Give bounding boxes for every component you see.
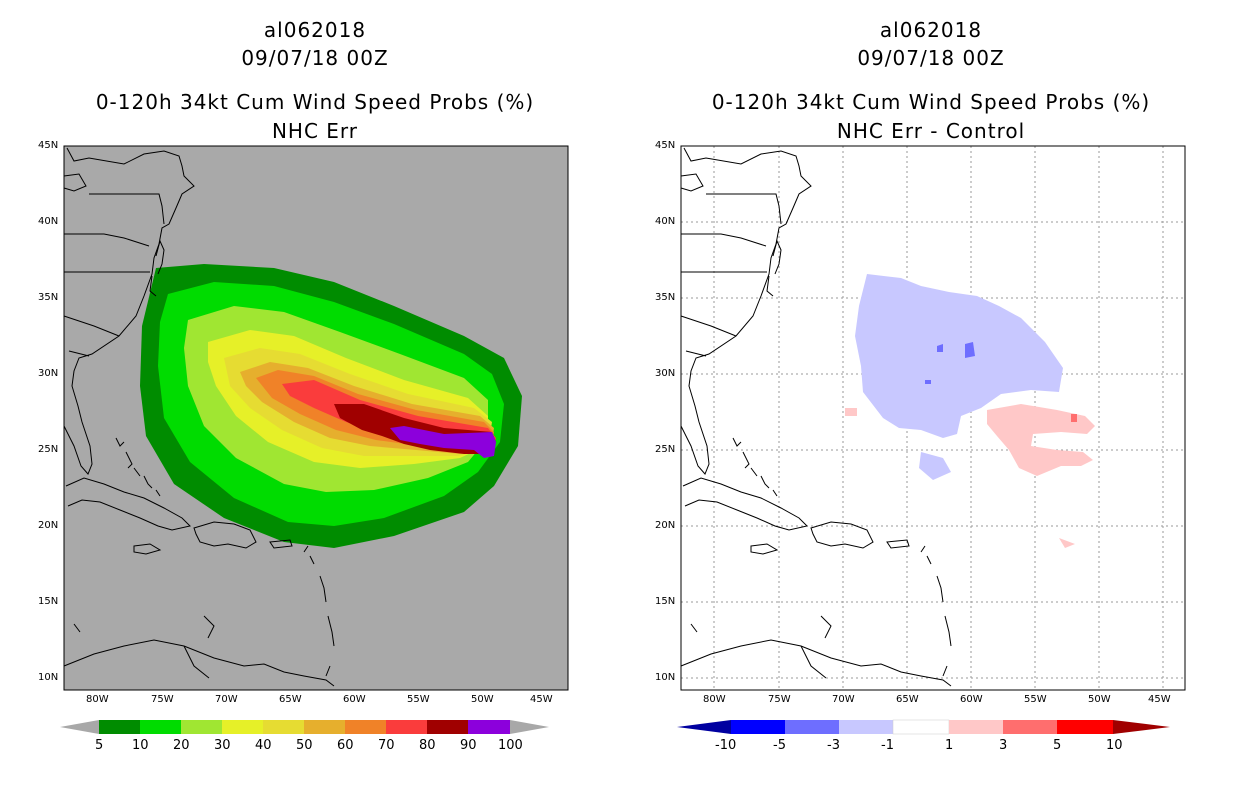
right-colorbar-label: 5 — [1053, 738, 1062, 753]
band-90 — [390, 426, 496, 458]
left-colorbar-label: 5 — [95, 738, 104, 753]
right-colorbar-label: 10 — [1106, 738, 1123, 753]
right-lon-label: 70W — [832, 694, 855, 705]
right-title-date: 09/07/18 00Z — [857, 46, 1005, 70]
left-lat-label: 35N — [38, 292, 59, 303]
right-map — [680, 145, 1186, 691]
right-colorbar-label: -10 — [715, 738, 737, 753]
right-colorbar-label: -1 — [881, 738, 894, 753]
right-lat-label: 20N — [655, 520, 676, 531]
right-lon-label: 45W — [1148, 694, 1171, 705]
right-lon-label: 60W — [960, 694, 983, 705]
left-colorbar-label: 100 — [498, 738, 523, 753]
right-lon-label: 80W — [703, 694, 726, 705]
positive-anomaly — [987, 404, 1095, 476]
left-lat-label: 10N — [38, 672, 59, 683]
left-colorbar-label: 50 — [296, 738, 313, 753]
right-lon-label: 50W — [1088, 694, 1111, 705]
left-title-date: 09/07/18 00Z — [241, 46, 389, 70]
left-lon-label: 50W — [471, 694, 494, 705]
right-lat-label: 15N — [655, 596, 676, 607]
right-lat-label: 45N — [655, 140, 676, 151]
left-title-storm-id: al062018 — [263, 18, 367, 42]
left-colorbar-label: 90 — [460, 738, 477, 753]
left-lon-label: 60W — [343, 694, 366, 705]
left-lon-label: 75W — [151, 694, 174, 705]
right-colorbar-label: 3 — [999, 738, 1008, 753]
left-colorbar-label: 30 — [214, 738, 231, 753]
left-lon-label: 70W — [215, 694, 238, 705]
right-title-storm-id: al062018 — [879, 18, 983, 42]
negative-anomaly — [855, 274, 1063, 438]
right-colorbar-label: -3 — [827, 738, 840, 753]
left-map — [63, 145, 569, 691]
left-colorbar — [60, 720, 549, 734]
right-lon-label: 55W — [1024, 694, 1047, 705]
left-lat-label: 15N — [38, 596, 59, 607]
left-lon-label: 80W — [86, 694, 109, 705]
right-lat-label: 25N — [655, 444, 676, 455]
left-lat-label: 20N — [38, 520, 59, 531]
right-lat-label: 30N — [655, 368, 676, 379]
right-colorbar-label: 1 — [945, 738, 954, 753]
right-title-product: 0-120h 34kt Cum Wind Speed Probs (%) — [711, 90, 1151, 114]
right-lon-label: 75W — [768, 694, 791, 705]
right-lat-label: 10N — [655, 672, 676, 683]
left-title-subtitle: NHC Err — [271, 119, 359, 143]
left-lon-label: 45W — [530, 694, 553, 705]
right-lon-label: 65W — [896, 694, 919, 705]
right-lat-label: 35N — [655, 292, 676, 303]
left-title-product: 0-120h 34kt Cum Wind Speed Probs (%) — [95, 90, 535, 114]
left-colorbar-label: 10 — [132, 738, 149, 753]
left-lon-label: 55W — [407, 694, 430, 705]
left-colorbar-label: 80 — [419, 738, 436, 753]
left-lat-label: 45N — [38, 140, 59, 151]
left-lon-label: 65W — [279, 694, 302, 705]
right-colorbar — [677, 719, 1170, 735]
left-colorbar-label: 60 — [337, 738, 354, 753]
probability-cone — [140, 264, 522, 548]
right-title-subtitle: NHC Err - Control — [836, 119, 1026, 143]
difference-field — [845, 274, 1095, 548]
left-colorbar-label: 40 — [255, 738, 272, 753]
left-colorbar-label: 20 — [173, 738, 190, 753]
left-lat-label: 25N — [38, 444, 59, 455]
left-lat-label: 30N — [38, 368, 59, 379]
right-colorbar-label: -5 — [773, 738, 786, 753]
right-lat-label: 40N — [655, 216, 676, 227]
left-colorbar-label: 70 — [378, 738, 395, 753]
left-lat-label: 40N — [38, 216, 59, 227]
